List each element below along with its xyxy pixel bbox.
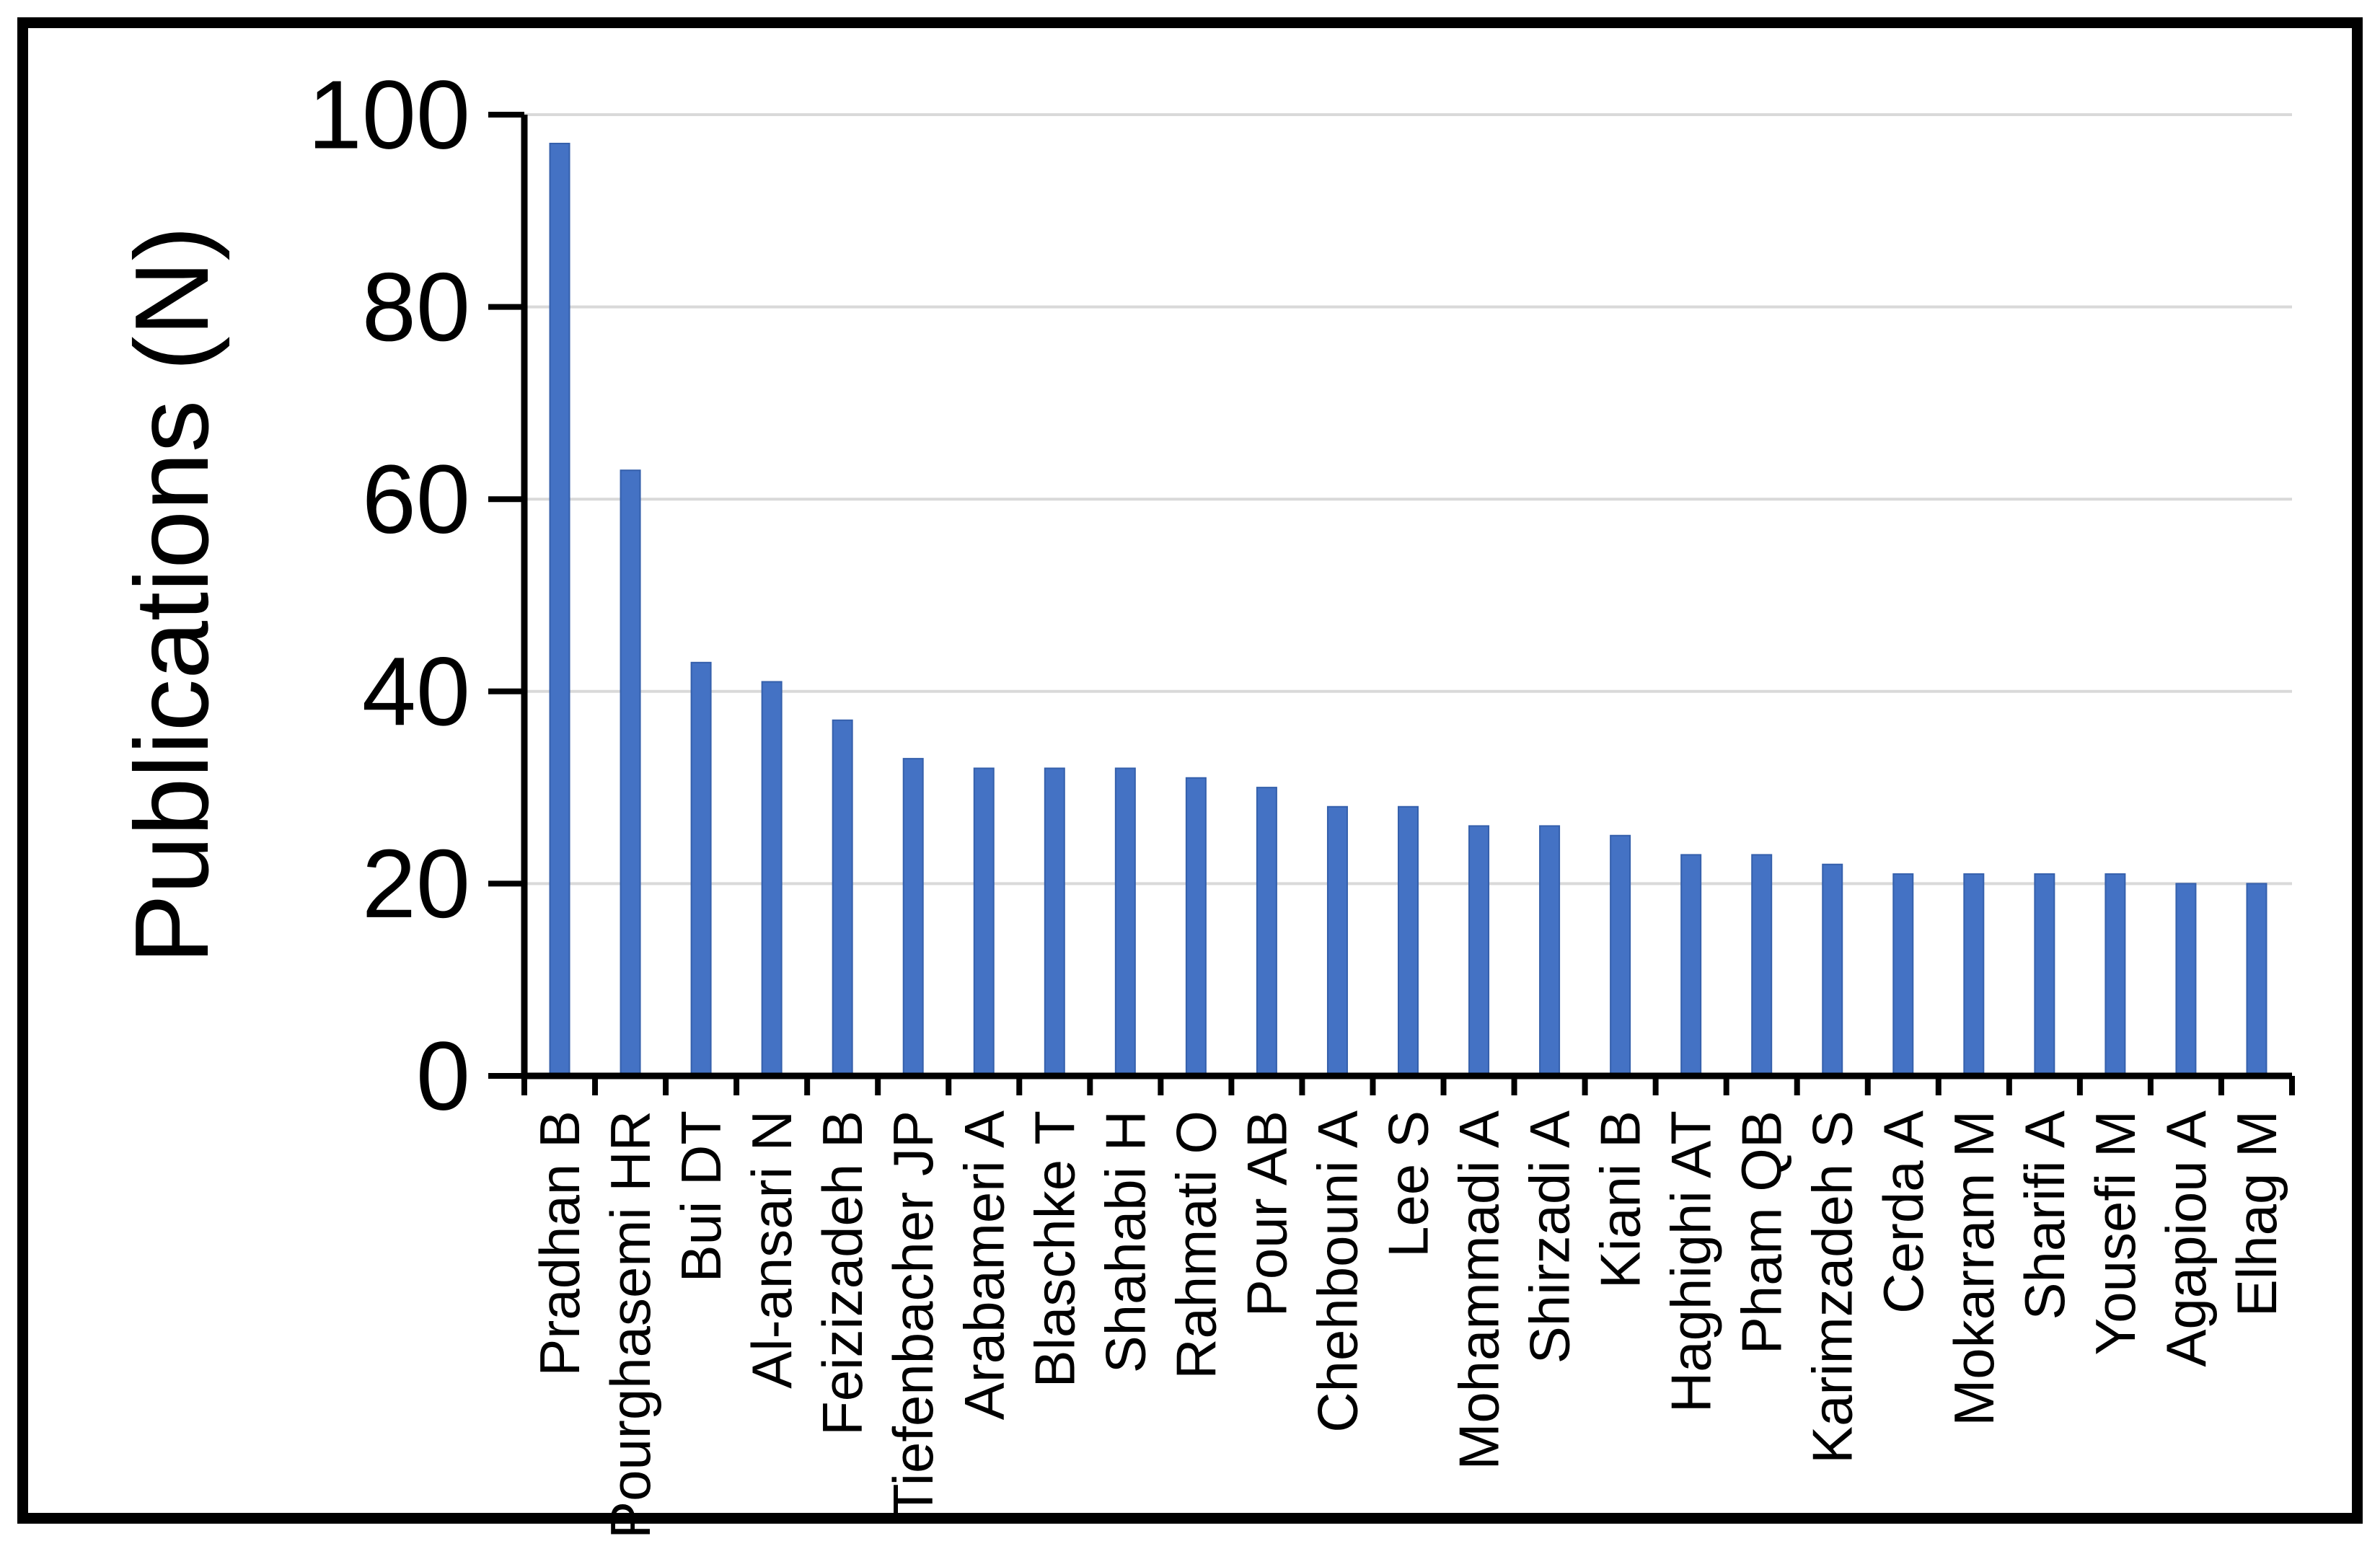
bar-agapiou-a — [2175, 883, 2197, 1077]
category-label-rahmati-o: Rahmati O — [1164, 1111, 1228, 1379]
bar-tiefenbacher-jp — [902, 758, 924, 1077]
bar-feizizadeh-b — [832, 719, 853, 1077]
bar-haghighi-at — [1680, 854, 1702, 1077]
bar-arabameri-a — [973, 767, 995, 1077]
bar-lee-s — [1398, 805, 1419, 1077]
category-label-mohammadi-a: Mohammadi A — [1447, 1111, 1511, 1470]
bar-series — [549, 142, 2267, 1077]
bar-yousefi-m — [2104, 873, 2126, 1077]
category-label-chehbouni-a: Chehbouni A — [1305, 1111, 1369, 1433]
category-labels: Pradhan B Pourghasemi HR Bui DT Al-ansari N… — [528, 1111, 2288, 1539]
category-label-pour-ab: Pour AB — [1235, 1111, 1298, 1317]
y-tick-labels: 0 20 40 60 80 100 — [308, 61, 470, 1131]
bar-shahabi-h — [1114, 767, 1136, 1077]
category-label-haghighi-at: Haghighi AT — [1660, 1111, 1723, 1413]
category-label-agapiou-a: Agapiou A — [2154, 1111, 2218, 1367]
bar-elhag-m — [2246, 883, 2267, 1077]
category-label-shirzadi-a: Shirzadi A — [1518, 1111, 1582, 1364]
axes — [488, 112, 2295, 1095]
y-tick-label-60: 60 — [362, 445, 470, 554]
category-label-bui-dt: Bui DT — [669, 1111, 733, 1282]
y-tick-label-0: 0 — [416, 1022, 470, 1131]
bar-rahmati-o — [1185, 777, 1207, 1077]
category-label-pourghasemi-hr: Pourghasemi HR — [599, 1111, 662, 1539]
bar-mokarram-m — [1963, 873, 1985, 1077]
bar-pour-ab — [1256, 787, 1277, 1077]
category-label-yousefi-m: Yousefi M — [2084, 1111, 2147, 1356]
bar-mohammadi-a — [1468, 825, 1490, 1077]
category-label-lee-s: Lee S — [1377, 1111, 1440, 1258]
category-label-arabameri-a: Arabameri A — [952, 1111, 1015, 1420]
gridlines — [524, 113, 2292, 886]
bar-sharifi-a — [2034, 873, 2055, 1077]
category-label-karimzadeh-s: Karimzadeh S — [1801, 1111, 1864, 1464]
y-tick-label-100: 100 — [308, 61, 470, 169]
category-label-mokarram-m: Mokarram M — [1942, 1111, 2006, 1426]
bar-shirzadi-a — [1539, 825, 1561, 1077]
bar-bui-dt — [690, 661, 712, 1077]
category-label-shahabi-h: Shahabi H — [1093, 1111, 1157, 1373]
category-label-pham-qb: Pham QB — [1730, 1111, 1794, 1354]
category-label-elhag-m: Elhag M — [2225, 1111, 2288, 1317]
bar-pourghasemi-hr — [620, 469, 641, 1077]
y-tick-label-20: 20 — [362, 829, 470, 938]
bar-kiani-b — [1610, 834, 1631, 1077]
category-label-sharifi-a: Sharifi A — [2013, 1111, 2076, 1320]
category-label-al-ansari-n: Al-ansari N — [740, 1111, 803, 1389]
category-label-tiefenbacher-jp: Tiefenbacher JP — [881, 1111, 945, 1518]
category-label-blaschke-t: Blaschke T — [1023, 1111, 1086, 1387]
category-label-pradhan-b: Pradhan B — [528, 1111, 591, 1377]
category-label-kiani-b: Kiani B — [1589, 1111, 1652, 1289]
bar-karimzadeh-s — [1822, 863, 1843, 1077]
bar-al-ansari-n — [761, 681, 783, 1077]
bar-cerda-a — [1892, 873, 1914, 1077]
bar-pradhan-b — [549, 142, 570, 1077]
category-label-cerda-a: Cerda A — [1872, 1111, 1935, 1314]
bar-blaschke-t — [1044, 767, 1065, 1077]
y-tick-label-80: 80 — [362, 252, 470, 361]
category-label-feizizadeh-b: Feizizadeh B — [811, 1111, 874, 1436]
bar-pham-qb — [1751, 854, 1773, 1077]
bar-chehbouni-a — [1326, 805, 1348, 1077]
y-tick-label-40: 40 — [362, 637, 470, 746]
y-axis-title: Publications (N) — [113, 226, 230, 963]
